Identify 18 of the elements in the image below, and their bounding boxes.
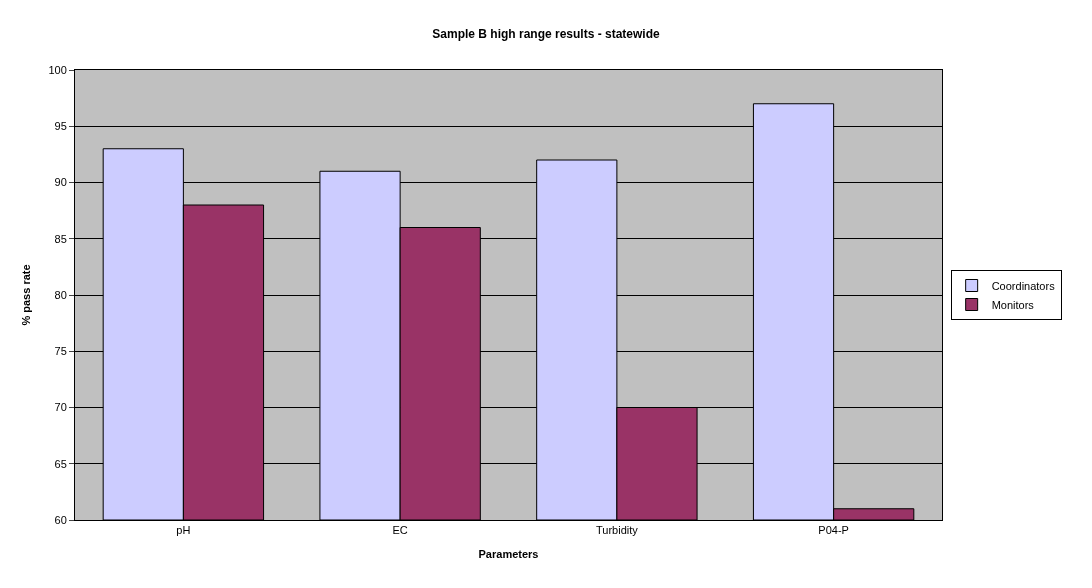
y-tick-label: 70 [54,401,67,414]
legend-label: Coordinators [991,279,1056,292]
y-axis-title: % pass rate [20,264,33,326]
y-tick-label: 90 [54,176,67,189]
legend-label: Monitors [991,298,1035,311]
x-tick-label: pH [176,524,191,537]
y-tick-label: 60 [54,513,67,526]
y-tick-label: 100 [48,63,67,76]
y-tick-label: 85 [54,232,67,245]
y-tick-label: 95 [54,120,67,133]
y-tick-label: 65 [54,457,67,470]
y-tick-label: 75 [54,345,67,358]
x-tick-label: P04-P [818,524,849,537]
x-tick-label: Turbidity [595,524,639,537]
y-tick-label: 80 [54,288,67,301]
x-tick-label: EC [392,524,408,537]
x-axis-title: Parameters [478,548,539,561]
chart-title: Sample B high range results - statewide [432,26,661,41]
